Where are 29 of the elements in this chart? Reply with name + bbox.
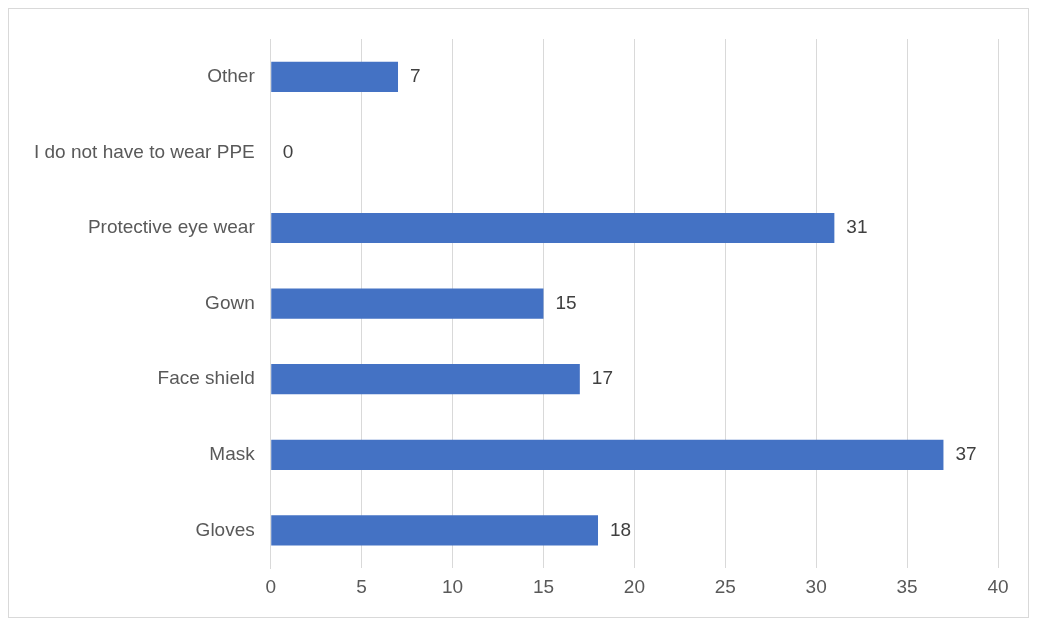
- bar: [271, 288, 544, 319]
- y-tick-label: Face shield: [157, 367, 255, 389]
- x-tick-label: 10: [441, 575, 464, 597]
- data-label: 31: [846, 216, 868, 238]
- x-tick-label: 25: [714, 575, 736, 597]
- bar: [271, 212, 835, 244]
- bar: [271, 515, 599, 546]
- y-tick-label: Other: [207, 65, 256, 87]
- data-label: 7: [410, 65, 421, 87]
- x-tick-label: 0: [265, 575, 277, 597]
- x-tick-label: 20: [623, 575, 645, 597]
- y-tick-label: I do not have to wear PPE: [34, 140, 255, 162]
- data-label: 0: [282, 140, 294, 162]
- y-tick-label: Mask: [209, 443, 256, 465]
- bar: [271, 61, 399, 92]
- y-tick-label: Protective eye wear: [87, 216, 256, 238]
- bar: [271, 439, 944, 470]
- data-label: 37: [955, 443, 977, 465]
- x-tick-label: 35: [896, 575, 918, 597]
- x-tick-label: 5: [356, 575, 367, 597]
- data-label: 17: [591, 367, 613, 389]
- x-tick-label: 40: [987, 575, 1009, 597]
- data-label: 18: [610, 518, 632, 540]
- x-tick-label: 30: [805, 575, 827, 597]
- bar: [271, 364, 580, 395]
- y-tick-label: Gown: [205, 291, 255, 313]
- y-tick-label: Gloves: [195, 518, 255, 540]
- x-tick-label: 15: [532, 575, 555, 597]
- data-label: 15: [555, 291, 577, 313]
